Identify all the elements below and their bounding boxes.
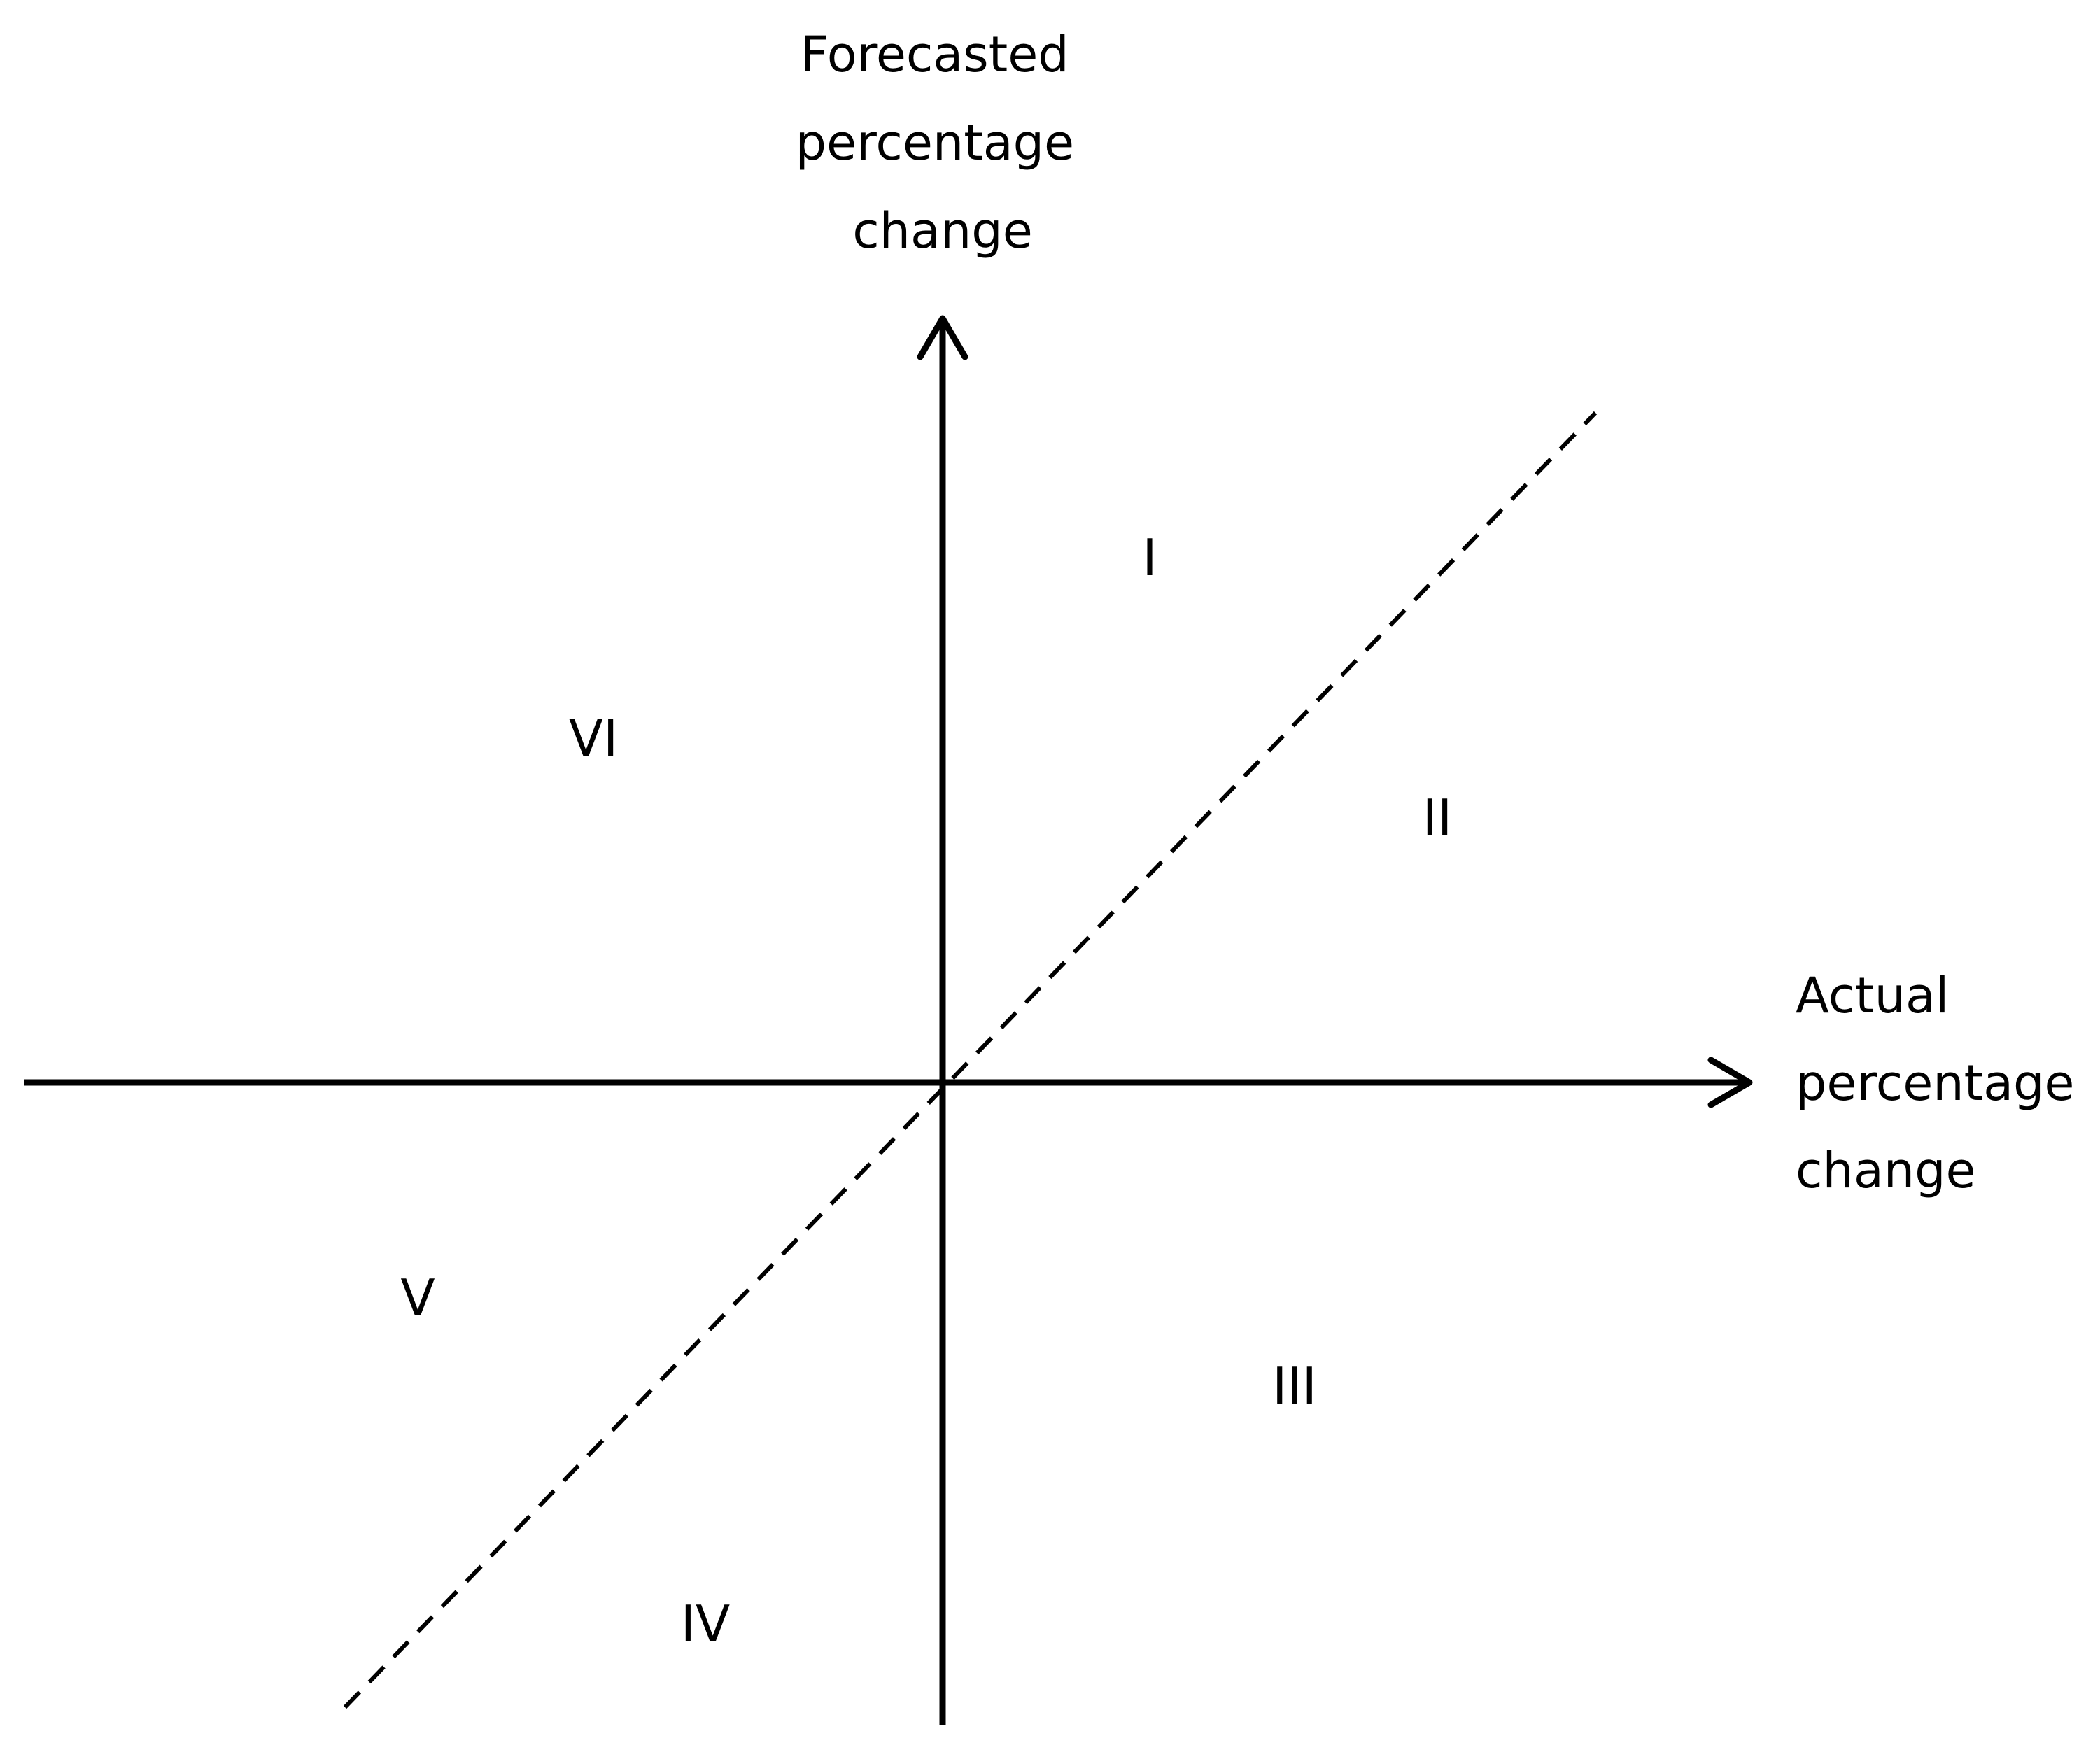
y-axis-label-line-3: change xyxy=(852,202,1033,260)
x-axis-label-line-2: percentage xyxy=(1796,1054,2075,1112)
region-label-ii: II xyxy=(1423,789,1452,847)
x-axis-label-line-3: change xyxy=(1796,1142,1976,1199)
region-label-vi: VI xyxy=(569,709,619,768)
x-axis-label: Actual percentage change xyxy=(1796,967,2090,1199)
x-axis-arrowhead xyxy=(1707,1057,1753,1108)
region-label-iv: IV xyxy=(681,1595,731,1653)
region-label-iii: III xyxy=(1272,1357,1317,1415)
y-axis-arrowhead xyxy=(917,315,968,360)
y-axis-label-line-1: Forecasted xyxy=(801,26,1069,83)
region-label-v: V xyxy=(400,1269,435,1327)
y-axis-label-line-2: percentage xyxy=(796,114,1075,171)
y-axis-label: Forecasted percentage change xyxy=(796,26,1090,260)
x-axis-label-line-1: Actual xyxy=(1796,967,1949,1024)
diagonal-dashed-line xyxy=(343,411,1598,1709)
region-label-i: I xyxy=(1142,528,1157,587)
